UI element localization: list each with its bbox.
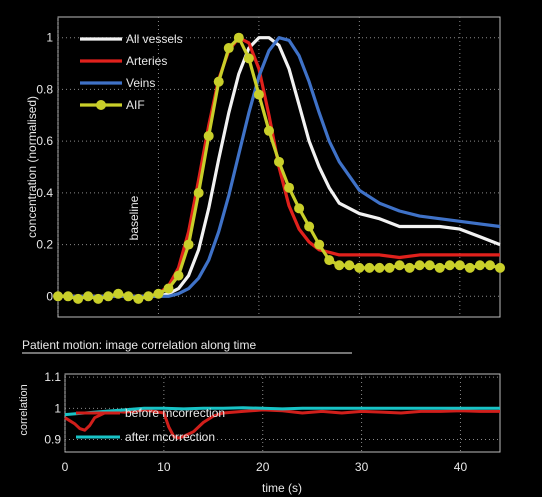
data-point-aif (193, 187, 204, 198)
data-point-aif (113, 288, 124, 299)
data-point-aif (163, 283, 174, 294)
data-point-aif (123, 291, 134, 302)
data-point-aif (464, 262, 475, 273)
data-point-aif (133, 293, 144, 304)
concentration-plot: 0 0.2 0.4 0.6 0.8 1 concentration (normalised… (25, 16, 505, 318)
data-point-aif (223, 43, 234, 54)
concentration-y-axis-label: concentration (normalised) (25, 96, 39, 238)
data-point-aif (274, 156, 284, 167)
data-point-aif (173, 270, 184, 281)
data-point-aif (213, 76, 224, 87)
data-point-aif (324, 255, 335, 266)
y-tick-label: 0.8 (36, 82, 53, 96)
data-point-aif (364, 262, 375, 273)
concentration-legend: All vessels Arteries Veins AIF (80, 32, 183, 112)
data-point-aif (243, 53, 254, 64)
legend-label-arteries: Arteries (126, 54, 167, 68)
correlation-series (64, 406, 500, 440)
correlation-y-axis-label: correlation (18, 384, 30, 435)
x-tick-label: 30 (355, 460, 369, 474)
y-tick-label: 1 (54, 401, 61, 415)
data-point-aif (284, 182, 295, 193)
data-point-aif (454, 260, 465, 271)
data-point-aif (73, 293, 84, 304)
correlation-plot-frame (64, 373, 501, 453)
data-point-aif (93, 293, 104, 304)
data-point-aif (434, 262, 445, 273)
data-point-aif (103, 291, 114, 302)
data-point-aif (354, 262, 365, 273)
data-point-aif (404, 262, 415, 273)
data-point-aif (384, 262, 395, 273)
legend-label-veins: Veins (126, 76, 155, 90)
data-point-aif (143, 291, 154, 302)
x-tick-label: 0 (62, 460, 69, 474)
y-tick-label: 0.6 (36, 134, 53, 148)
legend-label-all-vessels: All vessels (126, 32, 183, 46)
data-point-aif (444, 260, 455, 271)
concentration-series (53, 32, 505, 304)
correlation-plot: 0 10 20 30 40 0.9 1 1.1 correlation time (s) be… (18, 370, 501, 495)
concentration-plot-frame (57, 16, 501, 318)
data-point-aif (63, 291, 74, 302)
x-tick-label: 10 (157, 460, 171, 474)
y-tick-label: 1 (46, 31, 53, 45)
data-point-aif (53, 291, 63, 302)
data-point-aif (253, 89, 264, 100)
series-line-after-mcorrection (64, 406, 500, 417)
data-point-aif (474, 260, 485, 271)
data-point-aif (394, 260, 405, 271)
motion-plot-title: Patient motion: image correlation along … (22, 338, 256, 352)
data-point-aif (83, 291, 94, 302)
data-point-aif (183, 239, 194, 250)
data-point-aif (263, 125, 274, 136)
y-tick-label: 0.4 (36, 186, 53, 200)
data-point-aif (334, 260, 345, 271)
legend-label-after-mcorrection: after mcorrection (125, 430, 215, 444)
concentration-y-ticks: 0 0.2 0.4 0.6 0.8 1 (36, 31, 53, 304)
legend-label-aif: AIF (126, 98, 145, 112)
y-tick-label: 0.9 (44, 433, 61, 447)
data-point-aif (344, 260, 355, 271)
legend-marker-aif (96, 100, 106, 110)
baseline-annotation: baseline (127, 195, 141, 240)
correlation-legend: before mcorrection after mcorrection (76, 406, 225, 444)
data-point-aif (203, 130, 214, 141)
data-point-aif (484, 260, 495, 271)
data-point-aif (153, 288, 164, 299)
data-point-aif (424, 260, 435, 271)
x-tick-label: 20 (256, 460, 270, 474)
legend-label-before-mcorrection: before mcorrection (125, 406, 225, 420)
series-line-before-mcorrection (64, 408, 500, 440)
data-point-aif (233, 32, 244, 43)
time-x-axis-label: time (s) (262, 481, 302, 495)
data-point-aif (414, 260, 425, 271)
data-point-aif (495, 262, 505, 273)
y-tick-label: 0.2 (36, 238, 53, 252)
y-tick-label: 1.1 (44, 370, 61, 384)
y-tick-label: 0 (46, 289, 53, 303)
data-point-aif (304, 221, 315, 232)
data-point-aif (314, 239, 325, 250)
x-tick-label: 40 (454, 460, 468, 474)
data-point-aif (294, 203, 305, 214)
data-point-aif (374, 262, 385, 273)
series-aif (53, 32, 505, 304)
correlation-ticks: 0 10 20 30 40 0.9 1 1.1 (44, 370, 467, 474)
